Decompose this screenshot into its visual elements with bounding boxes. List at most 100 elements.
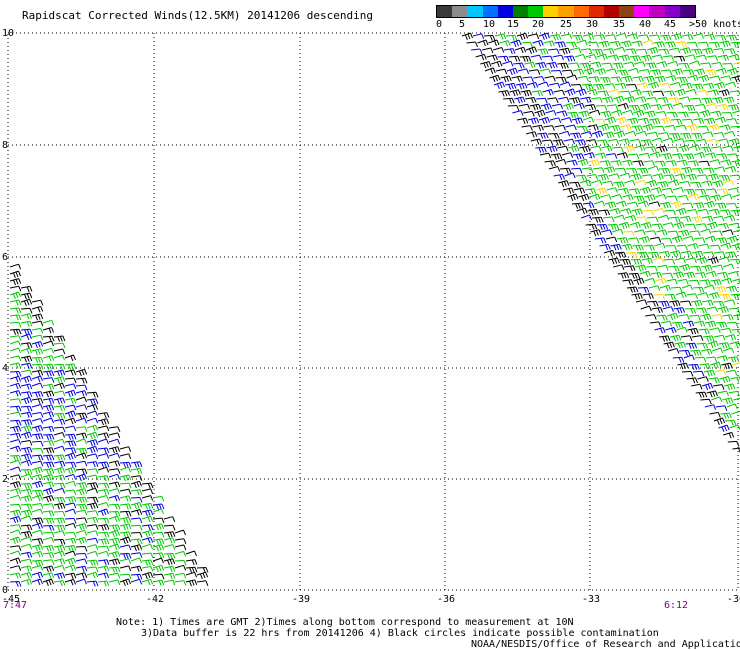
wind-barb [9,390,22,397]
wind-barb [650,272,663,279]
wind-barb [20,446,33,454]
wind-barb [683,104,696,111]
wind-barb [681,118,694,125]
wind-barb [108,438,121,445]
wind-barb [599,77,611,83]
wind-barb [31,460,44,467]
wind-barb [677,111,689,118]
wind-barb [682,320,695,327]
wind-barb [722,314,734,321]
wind-barb [649,236,662,243]
color-scale-segment [452,6,468,17]
wind-barb [503,97,515,104]
wind-barb [53,405,66,412]
wind-barb [685,257,697,264]
wind-barb [727,187,740,194]
wind-barb [652,173,664,180]
wind-barb [599,243,611,251]
wind-barb [64,452,76,460]
wind-barb [477,39,489,47]
wind-barb [662,306,674,312]
latitude-tick-label: 2 [2,474,8,485]
wind-barb [655,193,667,200]
wind-barb [119,461,132,468]
wind-barb [108,572,121,579]
wind-barb [585,223,598,230]
wind-barb [185,550,197,557]
wind-barb [546,61,558,69]
wind-barb [686,377,698,384]
color-scale-segment [619,6,635,17]
wind-barb [31,538,44,545]
color-scale-label: 10 [483,19,496,30]
wind-barb [75,473,87,482]
wind-barb [196,580,209,586]
wind-barb [654,242,666,249]
wind-barb [619,172,631,179]
wind-barb [665,327,677,334]
wind-barb [152,544,165,552]
wind-barb [618,138,630,145]
wind-barb [42,510,55,517]
color-scale-segment [649,6,665,17]
wind-barb [728,307,740,314]
wind-barb [20,396,33,405]
wind-barb [75,517,88,524]
wind-barb [471,48,483,55]
wind-barb [635,299,648,305]
color-scale-label: >50 knots [689,19,740,30]
wind-barb [541,139,554,146]
wind-barb [691,168,704,174]
wind-barb [678,144,690,153]
wind-barb [628,188,641,195]
wind-barb [647,251,660,258]
wind-barb [732,194,740,198]
wind-barb [64,417,76,425]
wind-barb [541,55,554,62]
wind-barb [683,354,695,361]
wind-barb [665,245,677,251]
color-scale-label: 15 [507,19,520,30]
wind-barb [694,188,707,195]
wind-barb [507,105,520,111]
wind-barb [586,174,598,180]
wind-barb [689,144,701,152]
wind-barb [174,544,187,551]
wind-barb [64,557,76,565]
wind-barb [565,41,577,48]
wind-barb [604,201,617,209]
wind-barb [75,426,88,432]
wind-barb [632,160,644,167]
wind-barb [152,495,165,502]
wind-barb [571,202,584,209]
wind-barb [64,522,77,529]
wind-barb [724,165,737,173]
wind-barb [152,538,165,545]
wind-barb [653,41,665,48]
wind-barb [75,432,88,439]
wind-barb [75,482,88,489]
wind-barb [607,223,620,230]
wind-barb [593,200,605,207]
wind-barb [633,277,645,286]
wind-barb [728,222,740,229]
wind-barb [152,579,165,586]
wind-barb [31,299,44,306]
wind-barb [591,130,604,138]
wind-barb [75,536,88,545]
wind-barb [717,306,729,314]
wind-barb [119,578,131,586]
wind-barb [690,97,702,104]
wind-barb [641,174,653,180]
wind-barb [612,228,624,235]
wind-barb [695,307,708,314]
wind-barb [119,466,132,473]
color-scale-segment [664,6,680,17]
wind-barb [679,47,692,55]
color-scale-label: 20 [532,19,545,30]
wind-barb [31,517,44,524]
wind-barb [560,33,573,40]
wind-barb [637,34,650,41]
wind-barb [527,117,540,125]
wind-barb [53,369,66,377]
